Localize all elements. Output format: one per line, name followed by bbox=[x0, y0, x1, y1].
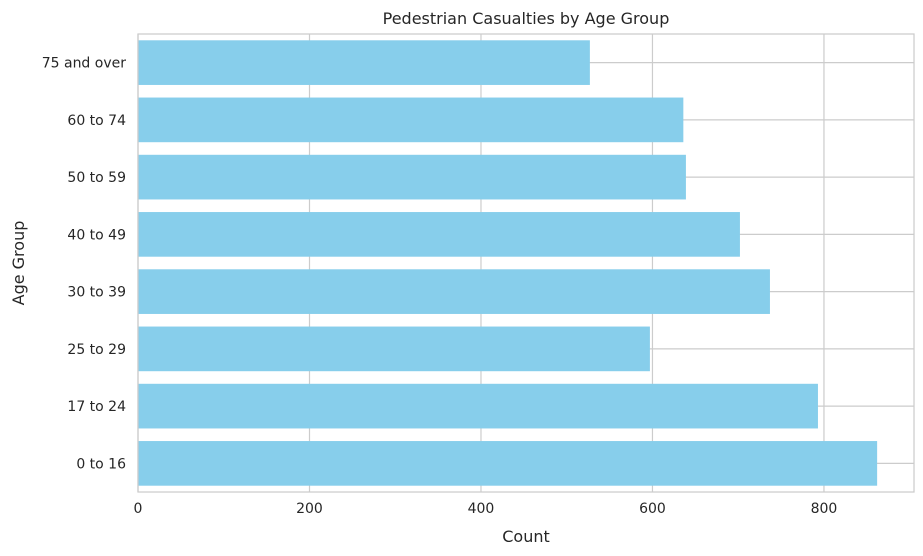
y-tick-label: 17 to 24 bbox=[67, 399, 126, 415]
bar-60-to-74 bbox=[138, 97, 684, 143]
y-tick-label: 30 to 39 bbox=[67, 285, 126, 301]
x-axis-title: Count bbox=[502, 527, 550, 546]
y-tick-label: 25 to 29 bbox=[67, 342, 126, 358]
x-tick-label: 600 bbox=[639, 501, 666, 517]
x-tick-label: 800 bbox=[811, 501, 838, 517]
bar-17-to-24 bbox=[138, 383, 818, 429]
y-axis-title: Age Group bbox=[9, 221, 28, 306]
y-tick-label: 40 to 49 bbox=[67, 227, 126, 243]
y-axis-ticks: 0 to 16 17 to 24 25 to 29 30 to 39 40 to 49 5… bbox=[42, 56, 127, 473]
y-tick-label: 50 to 59 bbox=[67, 170, 126, 186]
bar-75-and-over bbox=[138, 40, 590, 85]
y-tick-label: 60 to 74 bbox=[67, 113, 126, 129]
bar-50-to-59 bbox=[138, 154, 686, 200]
bar-25-to-29 bbox=[138, 326, 650, 372]
y-tick-label: 0 to 16 bbox=[76, 456, 126, 472]
bar-0-to-16 bbox=[138, 441, 878, 486]
x-axis-ticks: 0 200 400 600 800 bbox=[134, 501, 838, 517]
bar-30-to-39 bbox=[138, 269, 770, 314]
y-tick-label: 75 and over bbox=[42, 56, 127, 72]
plot-frame bbox=[137, 33, 915, 493]
bars bbox=[138, 40, 878, 486]
chart-title: Pedestrian Casualties by Age Group bbox=[383, 9, 670, 28]
x-tick-label: 200 bbox=[296, 501, 323, 517]
bar-40-to-49 bbox=[138, 212, 740, 257]
x-tick-label: 0 bbox=[134, 501, 143, 517]
x-tick-label: 400 bbox=[468, 501, 495, 517]
